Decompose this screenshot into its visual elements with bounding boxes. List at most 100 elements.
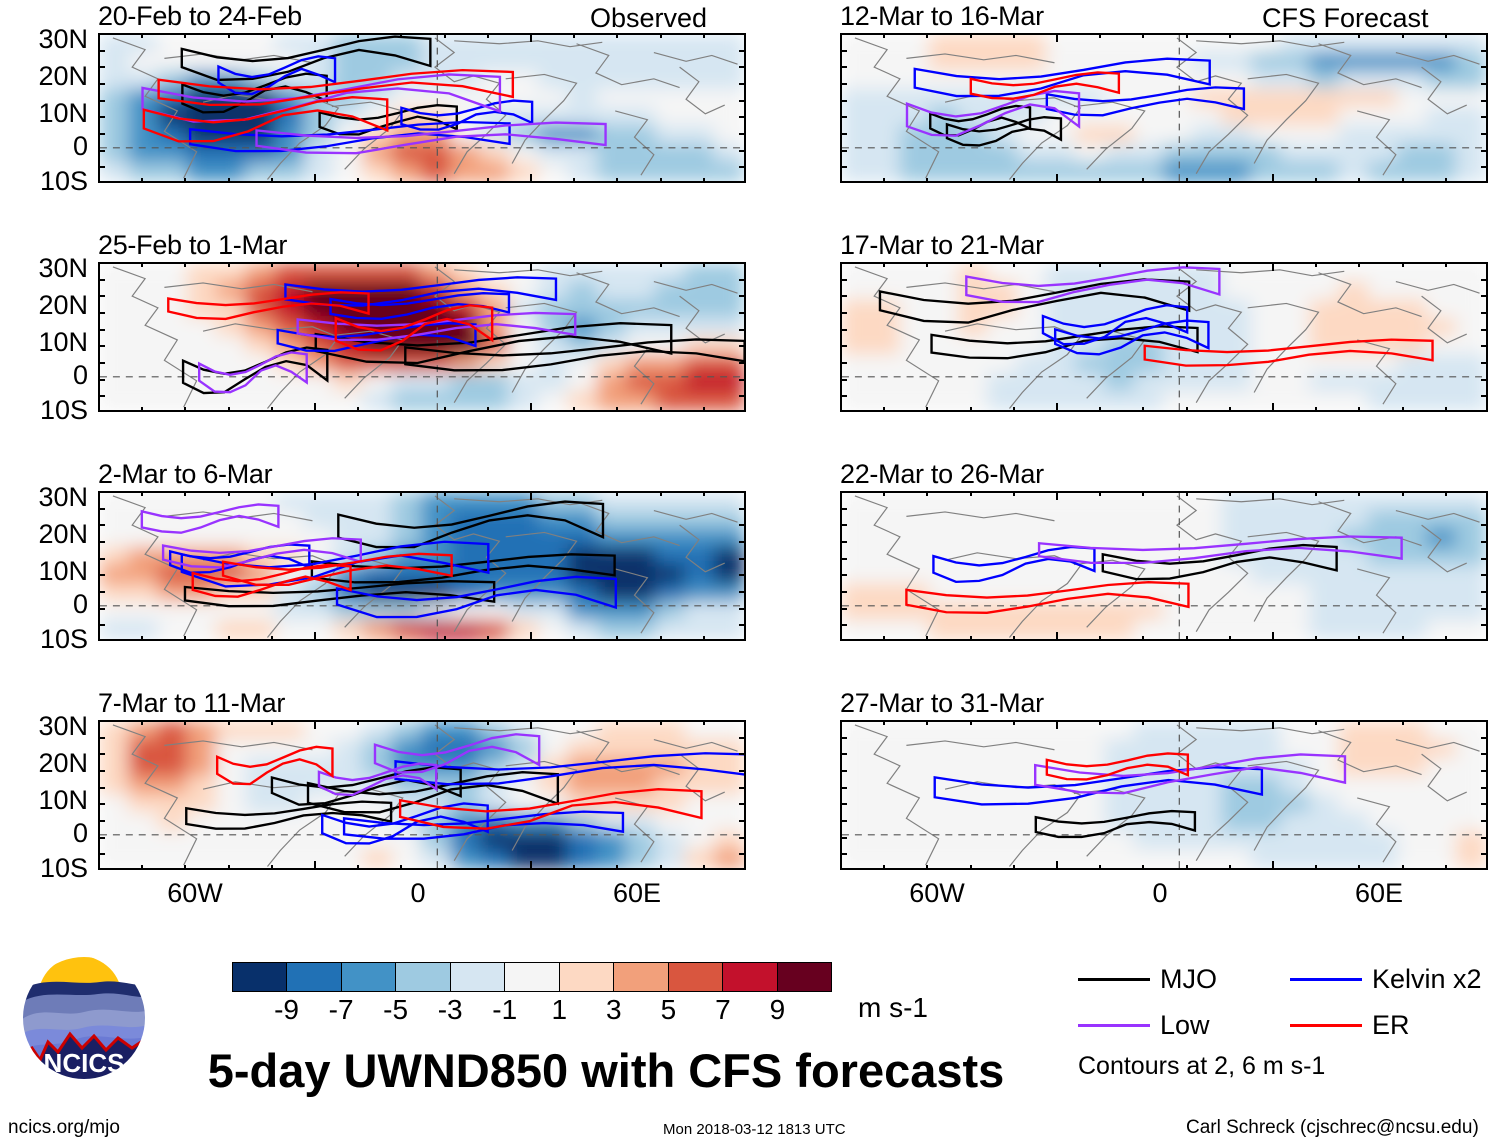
axis-tick bbox=[357, 33, 360, 38]
map-shading bbox=[842, 722, 1486, 868]
axis-tick bbox=[926, 407, 929, 412]
legend-label-mjo: MJO bbox=[1160, 964, 1217, 994]
y-tick-label-20n: 20N bbox=[38, 290, 88, 320]
axis-tick bbox=[1358, 865, 1361, 870]
y-tick-label-20n: 20N bbox=[38, 61, 88, 91]
colorbar-tick: 5 bbox=[660, 994, 677, 1025]
axis-tick bbox=[1481, 574, 1488, 577]
axis-tick bbox=[1272, 491, 1274, 500]
colorbar-unit-label: m s-1 bbox=[858, 992, 928, 1023]
axis-tick bbox=[486, 178, 489, 183]
axis-tick bbox=[1228, 262, 1231, 267]
axis-tick bbox=[573, 720, 576, 725]
axis-tick bbox=[1185, 720, 1188, 725]
axis-tick bbox=[739, 278, 746, 281]
axis-tick bbox=[739, 83, 746, 85]
axis-tick bbox=[739, 853, 746, 856]
axis-tick bbox=[1012, 865, 1015, 870]
axis-tick bbox=[98, 312, 105, 314]
y-tick-label-10s: 10S bbox=[39, 166, 88, 196]
axis-tick bbox=[141, 178, 144, 183]
axis-tick bbox=[926, 491, 929, 496]
axis-tick bbox=[400, 636, 403, 641]
axis-tick bbox=[184, 33, 187, 38]
map-shading bbox=[100, 35, 744, 181]
axis-tick bbox=[840, 607, 847, 610]
axis-tick bbox=[400, 865, 403, 870]
axis-tick bbox=[840, 49, 847, 52]
axis-tick bbox=[1012, 636, 1015, 641]
footer-left[interactable]: ncics.org/mjo bbox=[8, 1117, 120, 1138]
axis-tick bbox=[1012, 720, 1015, 725]
panel-title: 27-Mar to 31-Mar bbox=[840, 688, 1044, 718]
axis-tick bbox=[530, 632, 532, 641]
axis-tick bbox=[1056, 491, 1058, 500]
axis-tick bbox=[840, 328, 847, 331]
axis-tick bbox=[1142, 178, 1145, 183]
axis-tick bbox=[1142, 407, 1145, 412]
axis-tick bbox=[98, 820, 105, 822]
axis-tick bbox=[1012, 178, 1015, 183]
axis-tick bbox=[486, 720, 489, 725]
axis-tick bbox=[739, 49, 746, 52]
axis-tick bbox=[1444, 262, 1447, 267]
axis-tick bbox=[883, 407, 886, 412]
axis-tick bbox=[1228, 33, 1231, 38]
axis-tick bbox=[840, 803, 847, 806]
axis-tick bbox=[227, 491, 230, 496]
colorbar-tick: -7 bbox=[328, 994, 354, 1025]
axis-tick bbox=[969, 636, 972, 641]
axis-tick bbox=[573, 407, 576, 412]
axis-tick bbox=[1099, 407, 1102, 412]
axis-tick bbox=[739, 541, 746, 543]
axis-tick bbox=[400, 407, 403, 412]
axis-tick bbox=[98, 770, 105, 772]
axis-tick bbox=[1358, 262, 1361, 267]
axis-tick bbox=[1228, 636, 1231, 641]
axis-tick bbox=[840, 116, 847, 119]
colorbar-tick: 1 bbox=[551, 994, 568, 1025]
axis-tick bbox=[1444, 178, 1447, 183]
axis-tick bbox=[443, 33, 446, 38]
y-tick-label-0: 0 bbox=[72, 818, 88, 848]
axis-tick bbox=[1099, 178, 1102, 183]
contour-kelvin-x2 bbox=[933, 766, 1264, 806]
contour-low bbox=[1037, 535, 1403, 565]
axis-tick bbox=[1481, 345, 1488, 348]
axis-tick bbox=[1056, 403, 1058, 412]
axis-tick bbox=[1228, 407, 1231, 412]
axis-tick bbox=[98, 507, 105, 510]
map-panel bbox=[840, 262, 1488, 412]
axis-tick bbox=[739, 345, 746, 348]
axis-tick bbox=[1401, 865, 1404, 870]
axis-tick bbox=[400, 262, 403, 267]
axis-tick bbox=[1142, 33, 1145, 38]
y-tick-label-10n: 10N bbox=[38, 98, 88, 128]
contour-low bbox=[197, 311, 577, 394]
axis-tick bbox=[1315, 865, 1318, 870]
contour-er bbox=[969, 71, 1121, 100]
axis-tick bbox=[969, 407, 972, 412]
axis-tick bbox=[739, 395, 746, 398]
axis-tick bbox=[1444, 720, 1447, 725]
colorbar-swatch bbox=[777, 963, 831, 991]
colorbar-tick: -5 bbox=[383, 994, 409, 1025]
colorbar bbox=[232, 962, 832, 992]
axis-tick bbox=[98, 116, 105, 119]
axis-tick bbox=[739, 149, 746, 152]
contour-low bbox=[965, 266, 1221, 304]
axis-tick bbox=[616, 491, 619, 496]
axis-tick bbox=[840, 591, 847, 593]
axis-tick bbox=[98, 328, 105, 331]
column-header-observed: Observed bbox=[590, 3, 708, 33]
map-shading bbox=[100, 493, 744, 639]
axis-tick bbox=[659, 865, 662, 870]
axis-tick bbox=[1315, 178, 1318, 183]
axis-tick bbox=[227, 33, 230, 38]
axis-tick bbox=[1142, 636, 1145, 641]
axis-tick bbox=[1185, 491, 1188, 496]
legend-label-low: Low bbox=[1160, 1010, 1210, 1040]
colorbar-tick: 9 bbox=[769, 994, 786, 1025]
axis-tick bbox=[739, 362, 746, 364]
axis-tick bbox=[1481, 836, 1488, 839]
